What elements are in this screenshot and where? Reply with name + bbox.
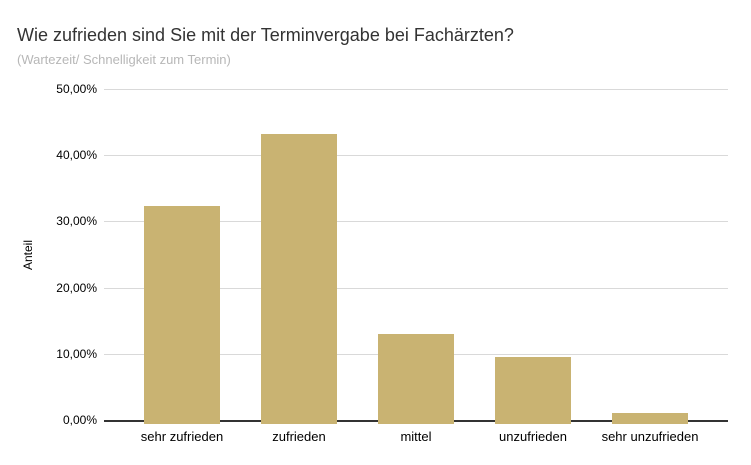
y-tick-label-30: 30,00% — [56, 214, 97, 229]
y-tick-label-0: 0,00% — [62, 413, 97, 427]
bar-unzufrieden[interactable] — [495, 357, 571, 424]
bar-sehr-zufrieden[interactable] — [144, 205, 220, 424]
y-axis-title: Anteil — [21, 239, 35, 271]
bar-mittel[interactable] — [378, 333, 454, 424]
gridline-50 — [104, 89, 728, 90]
chart-subtitle: (Wartezeit/ Schnelligkeit zum Termin) — [17, 52, 231, 67]
y-tick-label-40: 40,00% — [56, 148, 97, 163]
y-tick-label-20: 20,00% — [56, 280, 97, 295]
x-tick-label-sehr-zufrieden: sehr zufrieden — [140, 429, 224, 444]
chart-title: Wie zufrieden sind Sie mit der Terminver… — [17, 25, 514, 45]
x-tick-label-sehr-unzufrieden: sehr unzufrieden — [601, 429, 699, 444]
x-tick-label-mittel: mittel — [400, 429, 432, 444]
y-tick-label-10: 10,00% — [56, 346, 97, 361]
x-tick-label-unzufrieden: unzufrieden — [499, 429, 567, 444]
x-tick-label-zufrieden: zufrieden — [272, 429, 326, 444]
gridline-20 — [104, 287, 728, 289]
bar-zufrieden[interactable] — [261, 134, 337, 424]
y-tick-label-50: 50,00% — [56, 82, 97, 96]
bar-sehr-unzufrieden[interactable] — [612, 413, 688, 424]
gridline-30 — [104, 221, 728, 223]
plot-area — [104, 89, 728, 424]
gridline-40 — [104, 155, 728, 157]
